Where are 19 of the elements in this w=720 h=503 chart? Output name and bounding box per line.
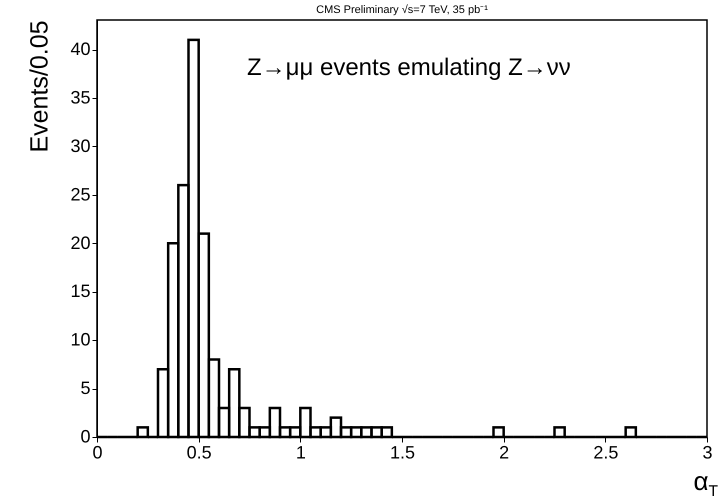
y-tick-label: 0 bbox=[80, 426, 90, 446]
y-tick-label: 20 bbox=[70, 232, 90, 253]
chart-title: CMS Preliminary √s=7 TeV, 35 pb⁻¹ bbox=[315, 3, 489, 16]
y-tick-label: 10 bbox=[70, 330, 90, 350]
y-tick-label: 15 bbox=[70, 281, 90, 302]
y-axis-title: Events/0.05 bbox=[25, 20, 54, 153]
y-tick-label: 40 bbox=[70, 39, 90, 60]
x-tick-label: 1 bbox=[296, 442, 306, 462]
x-tick-label: 1.5 bbox=[390, 442, 416, 462]
y-tick-label: 35 bbox=[70, 87, 90, 108]
y-tick-label: 5 bbox=[80, 378, 90, 398]
x-tick-label: 3 bbox=[702, 442, 713, 462]
annotation: Z→μμ events emulating Z→νν bbox=[247, 54, 571, 81]
x-tick-label: 2.5 bbox=[593, 442, 618, 462]
y-tick-label: 25 bbox=[70, 184, 90, 204]
x-tick-label: 2 bbox=[499, 442, 510, 462]
y-tick-label: 30 bbox=[70, 136, 90, 156]
x-tick-label: 0.5 bbox=[186, 442, 212, 462]
x-axis-title: α$_{T}$ bbox=[693, 466, 718, 502]
